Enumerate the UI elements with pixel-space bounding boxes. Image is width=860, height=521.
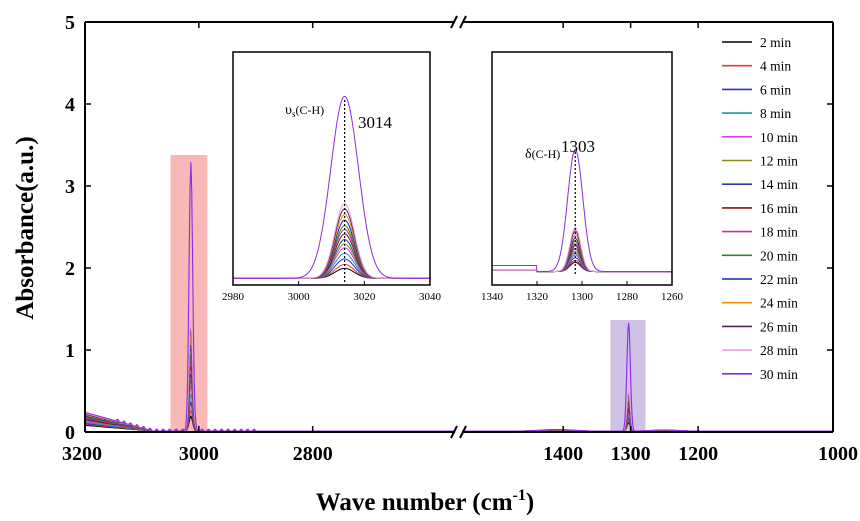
- series-line: [462, 418, 833, 432]
- mode-group: (C-H): [532, 147, 561, 161]
- inset-x-tick-label: 3020: [353, 291, 376, 303]
- axis-break-mark: [450, 15, 458, 29]
- inset-x-tick-label: 1340: [481, 291, 504, 303]
- series-line: [84, 353, 455, 432]
- mode-symbol: υ: [285, 103, 292, 118]
- axis-break-mark: [459, 15, 467, 29]
- legend-label: 4 min: [760, 59, 791, 74]
- y-axis-label: Absorbance(a.u.): [12, 136, 39, 319]
- inset-3014: 2980 3000 3020 3040 3014 υs(C-H): [222, 51, 442, 303]
- legend-label: 12 min: [760, 154, 798, 169]
- mode-label: δ(C-H): [525, 147, 560, 162]
- inset-x-tick-label: 1280: [616, 291, 639, 303]
- inset-series-line: [233, 202, 430, 279]
- axis-break-mark: [450, 425, 458, 439]
- y-tick-label: 4: [65, 94, 75, 116]
- series-line: [84, 394, 455, 432]
- series-line: [462, 405, 833, 432]
- legend-label: 6 min: [760, 82, 791, 97]
- y-tick-label: 5: [65, 12, 75, 34]
- legend-label: 26 min: [760, 319, 798, 334]
- series-line: [84, 373, 455, 432]
- legend-label: 24 min: [760, 296, 798, 311]
- x-axis-label-close: ): [526, 489, 534, 516]
- series-line: [84, 385, 455, 432]
- series-line: [462, 396, 833, 432]
- inset-series-line: [233, 95, 430, 279]
- x-tick-label: 1200: [678, 443, 718, 465]
- legend-label: 2 min: [760, 35, 791, 50]
- inset-series-line: [492, 149, 672, 273]
- series-line: [84, 162, 455, 432]
- legend-label: 16 min: [760, 201, 798, 216]
- series-line: [84, 345, 455, 432]
- y-tick-label: 3: [65, 176, 75, 198]
- legend: 2 min 4 min 6 min 8 min 10 min 12 min 14 min 16…: [722, 35, 798, 382]
- mode-label: υs(C-H): [285, 103, 324, 119]
- series-line: [462, 391, 833, 432]
- series-line: [462, 402, 833, 432]
- legend-label: 20 min: [760, 248, 798, 263]
- peak-value-label: 3014: [358, 113, 393, 132]
- y-tick-label: 1: [65, 340, 75, 362]
- legend-label: 10 min: [760, 130, 798, 145]
- main-axes: 0 1 2 3 4 5 3200 3000 2800 1400 1300 1200 1000: [62, 12, 858, 465]
- mode-subscript: s: [292, 109, 296, 119]
- series-line: [462, 406, 833, 432]
- series-line: [84, 358, 455, 432]
- series-line: [462, 411, 833, 432]
- axis-break-mark: [459, 425, 467, 439]
- series-line: [84, 320, 455, 432]
- inset-x-tick-label: 1300: [571, 291, 594, 303]
- peak-value-label: 1303: [561, 137, 595, 156]
- legend-label: 14 min: [760, 177, 798, 192]
- series-line: [462, 415, 833, 432]
- legend-label: 22 min: [760, 272, 798, 287]
- x-tick-label: 1300: [611, 443, 651, 465]
- x-axis-label-main: Wave number (cm: [316, 489, 513, 516]
- series-line: [84, 365, 455, 432]
- mode-group: (C-H): [295, 103, 324, 117]
- series-line: [462, 393, 833, 432]
- x-axis-label-sup: -1: [513, 487, 526, 504]
- legend-label: 28 min: [760, 343, 798, 358]
- legend-label: 18 min: [760, 225, 798, 240]
- series-line: [84, 328, 455, 432]
- y-tick-label: 2: [65, 258, 75, 280]
- y-tick-label: 0: [65, 422, 75, 444]
- x-axis-label: Wave number (cm-1): [316, 487, 534, 516]
- series-line: [462, 409, 833, 432]
- series-line: [84, 380, 455, 432]
- series-line: [84, 336, 455, 432]
- x-tick-label: 2800: [293, 443, 333, 465]
- series-line: [462, 413, 833, 432]
- inset-x-tick-label: 3040: [419, 291, 442, 303]
- x-tick-label: 3200: [62, 443, 102, 465]
- series-line: [462, 399, 833, 432]
- x-tick-label: 1000: [818, 443, 858, 465]
- inset-x-tick-label: 1260: [661, 291, 684, 303]
- inset-x-tick-label: 1320: [526, 291, 549, 303]
- series-line: [462, 420, 833, 432]
- legend-label: 30 min: [760, 367, 798, 382]
- inset-frame: [232, 51, 431, 286]
- x-tick-label: 1400: [543, 443, 583, 465]
- legend-label: 8 min: [760, 106, 791, 121]
- inset-x-tick-label: 3000: [288, 291, 311, 303]
- series-line: [84, 400, 455, 432]
- x-tick-label: 3000: [179, 443, 219, 465]
- inset-x-tick-label: 2980: [222, 291, 245, 303]
- series-line: [462, 422, 833, 432]
- mode-symbol: δ: [525, 147, 532, 162]
